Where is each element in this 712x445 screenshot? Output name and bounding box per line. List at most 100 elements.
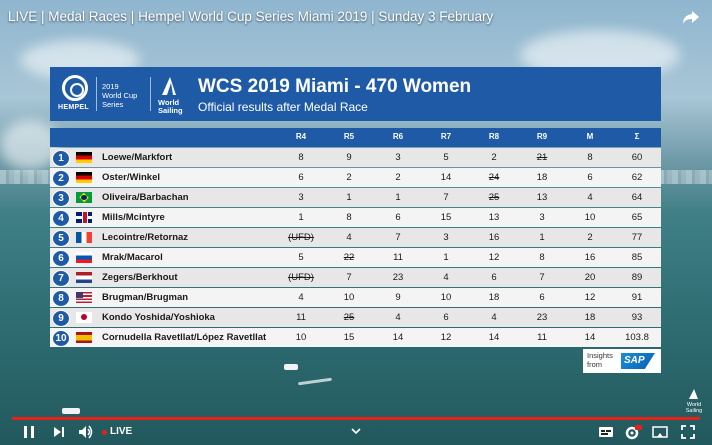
race-score: 4 [443,272,449,283]
total-score: 65 [631,212,643,223]
sail-icon [689,389,698,399]
race-score: 4 [491,312,497,323]
race-score: 7 [539,272,545,283]
sponsor-line1: Insights [587,351,613,360]
player-controls: LIVE [0,420,712,445]
team-name: Lecointre/Retornaz [102,232,189,243]
column-header: M [586,132,594,141]
race-score: 21 [536,152,548,163]
column-header: Σ [634,132,640,141]
flag-nl-icon [76,272,92,283]
table-row: 8 Brugman/Brugman 4 10 9 10 18 6 12 91 [50,288,661,307]
subtitles-icon[interactable] [598,424,614,440]
race-score: 16 [488,232,500,243]
settings-icon[interactable] [624,424,642,440]
flag-jp-icon [76,312,92,323]
race-score: 18 [584,312,596,323]
race-score: 2 [346,172,352,183]
next-icon[interactable] [52,424,66,440]
team-name: Loewe/Markfort [102,152,173,163]
table-row: 1 Loewe/Markfort 8 9 3 5 2 21 8 60 [50,148,661,167]
race-score: 11 [537,332,547,343]
volume-icon[interactable] [78,424,94,440]
race-score: 3 [539,212,545,223]
total-score: 89 [631,272,643,283]
race-score: 23 [536,312,548,323]
race-score: 6 [587,172,593,183]
rank-badge: 1 [52,150,70,167]
world-sailing-logo-icon [162,77,176,95]
team-name: Oster/Winkel [102,172,160,183]
race-score: 6 [539,292,545,303]
total-score: 103.8 [625,332,649,343]
table-row: 2 Oster/Winkel 6 2 2 14 24 18 6 62 [50,168,661,187]
flag-de-icon [76,172,92,183]
video-progress-bar[interactable] [12,417,700,420]
table-row: 10 Cornudella Ravetllat/López Ravetllat 10… [50,328,661,347]
total-score: 64 [631,192,643,203]
race-score: 10 [295,332,307,343]
race-score: 4 [298,292,304,303]
boat [62,408,80,414]
race-score: 5 [443,152,449,163]
race-score: 14 [584,332,596,343]
results-table: R4 R5 R6 R7 R8 R9 M Σ 1 Loewe/Markfort 8 9 3 5 2 21 8 60… [50,128,661,347]
race-score: 4 [395,312,401,323]
chevron-down-icon[interactable] [350,427,362,435]
race-score: 1 [539,232,545,243]
live-indicator-icon [102,430,107,435]
live-label[interactable]: LIVE [110,426,133,437]
race-score: 6 [395,212,401,223]
hempel-logo-icon [62,75,88,101]
boat [284,364,298,370]
race-score: 13 [488,212,500,223]
column-header: R6 [392,132,404,141]
race-score: 23 [392,272,404,283]
miniplayer-icon[interactable] [652,424,668,440]
results-header: HEMPEL 2019 World Cup Series World Saili… [50,67,661,121]
race-score: 14 [392,332,404,343]
flag-gb-icon [76,212,92,223]
race-score: 10 [440,292,452,303]
hempel-label: HEMPEL [58,104,89,111]
rank-badge: 6 [52,250,70,267]
table-row: 6 Mrak/Macarol 5 22 11 1 12 8 16 85 [50,248,661,267]
race-score: 15 [343,332,355,343]
race-score: (UFD) [288,272,314,283]
column-header: R4 [295,132,307,141]
race-score: 7 [346,272,352,283]
table-row: 7 Zegers/Berkhout (UFD) 7 23 4 6 7 20 89 [50,268,661,287]
race-score: 2 [395,172,401,183]
world-sailing-watermark: World Sailing [683,388,705,414]
race-score: 14 [488,332,500,343]
pause-icon[interactable] [22,424,36,440]
flag-br-icon [76,192,92,203]
flag-si-icon [76,252,92,263]
sponsor-line2: from [587,359,602,369]
fullscreen-icon[interactable] [680,424,696,440]
share-icon[interactable] [682,9,700,25]
rank-badge: 8 [52,290,70,307]
rank-badge: 4 [52,210,70,227]
world-cup-series-label: 2019 World Cup Series [102,82,138,109]
race-score: 8 [539,252,545,263]
boat-wake [297,377,333,386]
race-score: 5 [298,252,304,263]
table-row: 4 Mills/Mcintyre 1 8 6 15 13 3 10 65 [50,208,661,227]
race-score: 18 [536,172,548,183]
divider [150,77,151,111]
race-score: 14 [440,172,452,183]
race-score: 11 [296,312,306,323]
column-header: R9 [536,132,548,141]
team-name: Oliveira/Barbachan [102,192,189,203]
column-header: R7 [440,132,452,141]
table-row: 3 Oliveira/Barbachan 3 1 1 7 25 13 4 64 [50,188,661,207]
race-score: 1 [443,252,449,263]
sponsor-logos: HEMPEL 2019 World Cup Series World Saili… [58,73,184,115]
video-title[interactable]: LIVE | Medal Races | Hempel World Cup Se… [8,9,494,24]
flag-es-icon [76,332,92,343]
race-score: 12 [440,332,452,343]
table-header-row: R4 R5 R6 R7 R8 R9 M Σ [50,128,661,147]
race-score: 25 [343,312,355,323]
page-title: WCS 2019 Miami - 470 Women [198,76,472,97]
